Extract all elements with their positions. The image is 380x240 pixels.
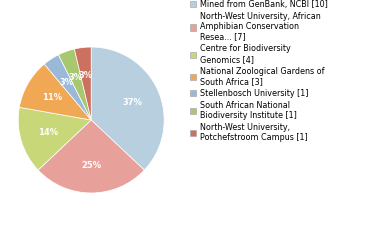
Text: 3%: 3%: [59, 78, 73, 87]
Text: 3%: 3%: [79, 71, 93, 80]
Text: 3%: 3%: [69, 73, 83, 82]
Text: 14%: 14%: [38, 128, 58, 138]
Wedge shape: [74, 47, 91, 120]
Text: 25%: 25%: [81, 161, 101, 170]
Wedge shape: [91, 47, 164, 170]
Wedge shape: [38, 120, 144, 193]
Text: 37%: 37%: [123, 98, 142, 107]
Wedge shape: [18, 107, 91, 170]
Text: 11%: 11%: [42, 93, 62, 102]
Wedge shape: [44, 55, 91, 120]
Legend: Mined from GenBank, NCBI [10], North-West University, African
Amphibian Conserva: Mined from GenBank, NCBI [10], North-Wes…: [190, 0, 328, 142]
Wedge shape: [19, 64, 91, 120]
Wedge shape: [59, 49, 91, 120]
